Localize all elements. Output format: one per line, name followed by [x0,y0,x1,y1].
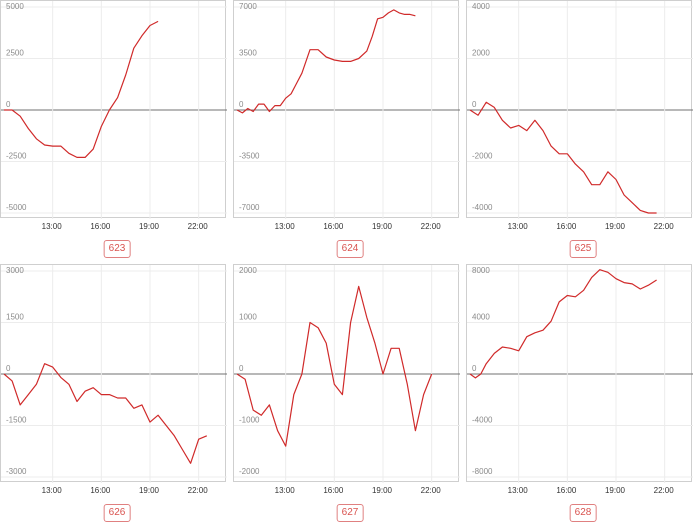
y-tick-label: -1500 [6,416,27,425]
y-tick-label: 8000 [472,266,490,275]
y-tick-label: -2500 [6,152,27,161]
y-tick-label: 1000 [239,313,257,322]
x-tick-label: 22:00 [653,222,674,231]
y-tick-label: -4000 [472,203,493,212]
x-tick-label: 22:00 [187,486,208,495]
y-tick-label: 2500 [6,49,24,58]
chart-id-badge[interactable]: 624 [336,240,364,258]
chart-cell: 3000 1500 0 -1500 -3000 13:00 16:00 19:00 22:00 6… [0,264,232,528]
chart-id-badge[interactable]: 628 [569,504,597,522]
x-tick-label: 19:00 [138,222,160,231]
y-tick-label: 7000 [239,2,257,11]
x-tick-label: 13:00 [41,222,62,231]
x-tick-label: 16:00 [556,486,577,495]
series-line [3,363,208,464]
series-line [236,285,433,447]
x-tick-label: 19:00 [371,222,393,231]
chart-panel: 5000 2500 0 -2500 -5000 [0,0,227,219]
chart-cell: 5000 2500 0 -2500 -5000 13:00 16:00 19:00 22:00 6… [0,0,232,264]
y-tick-label: -8000 [472,467,493,476]
y-tick-label: 0 [6,364,11,373]
x-tick-label: 22:00 [420,222,441,231]
y-tick-label: -7000 [239,203,260,212]
y-tick-label: -2000 [472,152,493,161]
y-tick-label: 4000 [472,2,490,11]
y-tick-label: 3500 [239,49,257,58]
x-tick-label: 13:00 [274,486,295,495]
x-tick-label: 19:00 [138,486,160,495]
y-tick-label: -3000 [6,467,27,476]
chart-id-badge[interactable]: 627 [336,504,364,522]
series-line [4,20,159,158]
y-tick-label: 3000 [6,266,24,275]
series-line [469,101,657,214]
y-tick-label: 0 [472,100,477,109]
y-tick-label: 5000 [6,2,24,11]
y-tick-label: -1000 [239,416,260,425]
line-chart: 8000 4000 0 -4000 -8000 [467,265,693,483]
line-chart: 7000 3500 0 -3500 -7000 [234,1,460,219]
chart-id-badge[interactable]: 626 [103,504,131,522]
x-tick-label: 16:00 [556,222,577,231]
series-line [469,269,657,379]
y-tick-label: 1500 [6,313,24,322]
line-chart: 2000 1000 0 -1000 -2000 [234,265,460,483]
x-tick-label: 16:00 [323,222,344,231]
chart-id-badge[interactable]: 623 [103,240,131,258]
chart-panel: 3000 1500 0 -1500 -3000 [0,264,227,483]
y-tick-label: -5000 [6,203,27,212]
x-tick-label: 13:00 [507,222,528,231]
y-tick-label: 2000 [239,266,257,275]
x-tick-label: 22:00 [653,486,674,495]
y-tick-label: 0 [6,100,11,109]
x-tick-label: 19:00 [371,486,393,495]
y-tick-label: 0 [239,100,244,109]
x-tick-label: 22:00 [187,222,208,231]
y-tick-label: -4000 [472,416,493,425]
chart-panel: 2000 1000 0 -1000 -2000 [233,264,460,483]
x-tick-label: 16:00 [90,486,111,495]
x-tick-label: 13:00 [41,486,62,495]
y-tick-label: 2000 [472,49,490,58]
y-tick-label: 4000 [472,313,490,322]
line-chart: 5000 2500 0 -2500 -5000 [1,1,227,219]
chart-cell: 7000 3500 0 -3500 -7000 13:00 16:00 19:00 22:00 6… [233,0,465,264]
line-chart: 4000 2000 0 -2000 -4000 [467,1,693,219]
x-tick-label: 22:00 [420,486,441,495]
chart-panel: 7000 3500 0 -3500 -7000 [233,0,460,219]
chart-cell: 4000 2000 0 -2000 -4000 13:00 16:00 19:00 22:00 6… [466,0,698,264]
x-tick-label: 19:00 [604,486,626,495]
chart-cell: 2000 1000 0 -1000 -2000 13:00 16:00 19:00 22:00 6… [233,264,465,528]
line-chart: 3000 1500 0 -1500 -3000 [1,265,227,483]
x-tick-label: 13:00 [274,222,295,231]
y-tick-label: 0 [239,364,244,373]
y-tick-label: 0 [472,364,477,373]
chart-id-badge[interactable]: 625 [569,240,597,258]
chart-panel: 4000 2000 0 -2000 -4000 [466,0,693,219]
series-line [236,9,416,114]
x-tick-label: 16:00 [323,486,344,495]
x-tick-label: 16:00 [90,222,111,231]
y-tick-label: -3500 [239,152,260,161]
x-tick-label: 13:00 [507,486,528,495]
x-tick-label: 19:00 [604,222,626,231]
chart-cell: 8000 4000 0 -4000 -8000 13:00 16:00 19:00 22:00 6… [466,264,698,528]
y-tick-label: -2000 [239,467,260,476]
chart-panel: 8000 4000 0 -4000 -8000 [466,264,693,483]
